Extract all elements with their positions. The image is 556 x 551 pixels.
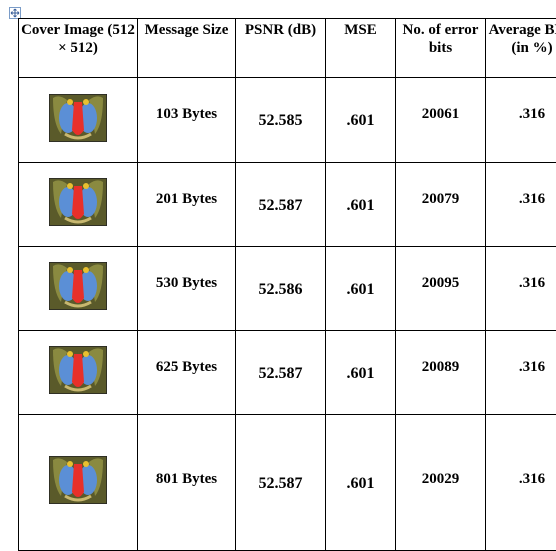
header-cell: Average BER (in %) bbox=[486, 19, 556, 78]
header-cell: MSE bbox=[326, 19, 396, 78]
header-cell: Cover Image (512 × 512) bbox=[19, 19, 138, 78]
cover-image bbox=[49, 94, 107, 142]
data-cell: .601 bbox=[326, 247, 396, 331]
header-cell: Message Size bbox=[138, 19, 236, 78]
cover-image bbox=[49, 262, 107, 310]
data-cell: .316 bbox=[486, 415, 556, 551]
data-cell: 530 Bytes bbox=[138, 247, 236, 331]
data-cell: 20029 bbox=[396, 415, 486, 551]
data-cell: 52.587 bbox=[236, 331, 326, 415]
image-cell bbox=[19, 78, 138, 163]
data-cell: 52.587 bbox=[236, 415, 326, 551]
page: Cover Image (512 × 512)Message SizePSNR … bbox=[0, 0, 556, 548]
data-cell: 52.586 bbox=[236, 247, 326, 331]
data-cell: 801 Bytes bbox=[138, 415, 236, 551]
data-cell: 625 Bytes bbox=[138, 331, 236, 415]
header-cell: No. of error bits bbox=[396, 19, 486, 78]
data-cell: .316 bbox=[486, 163, 556, 247]
data-cell: .601 bbox=[326, 163, 396, 247]
image-cell bbox=[19, 247, 138, 331]
data-cell: 201 Bytes bbox=[138, 163, 236, 247]
data-cell: .601 bbox=[326, 78, 396, 163]
data-cell: 20095 bbox=[396, 247, 486, 331]
data-cell: 52.587 bbox=[236, 163, 326, 247]
data-cell: .316 bbox=[486, 247, 556, 331]
cover-image bbox=[49, 456, 107, 504]
data-cell: .601 bbox=[326, 415, 396, 551]
data-cell: 20089 bbox=[396, 331, 486, 415]
cover-image bbox=[49, 178, 107, 226]
data-cell: 20079 bbox=[396, 163, 486, 247]
data-cell: 103 Bytes bbox=[138, 78, 236, 163]
image-cell bbox=[19, 331, 138, 415]
data-cell: .601 bbox=[326, 331, 396, 415]
image-cell bbox=[19, 415, 138, 551]
image-cell bbox=[19, 163, 138, 247]
data-cell: 20061 bbox=[396, 78, 486, 163]
data-cell: 52.585 bbox=[236, 78, 326, 163]
cover-image bbox=[49, 346, 107, 394]
data-cell: .316 bbox=[486, 331, 556, 415]
data-cell: .316 bbox=[486, 78, 556, 163]
header-cell: PSNR (dB) bbox=[236, 19, 326, 78]
